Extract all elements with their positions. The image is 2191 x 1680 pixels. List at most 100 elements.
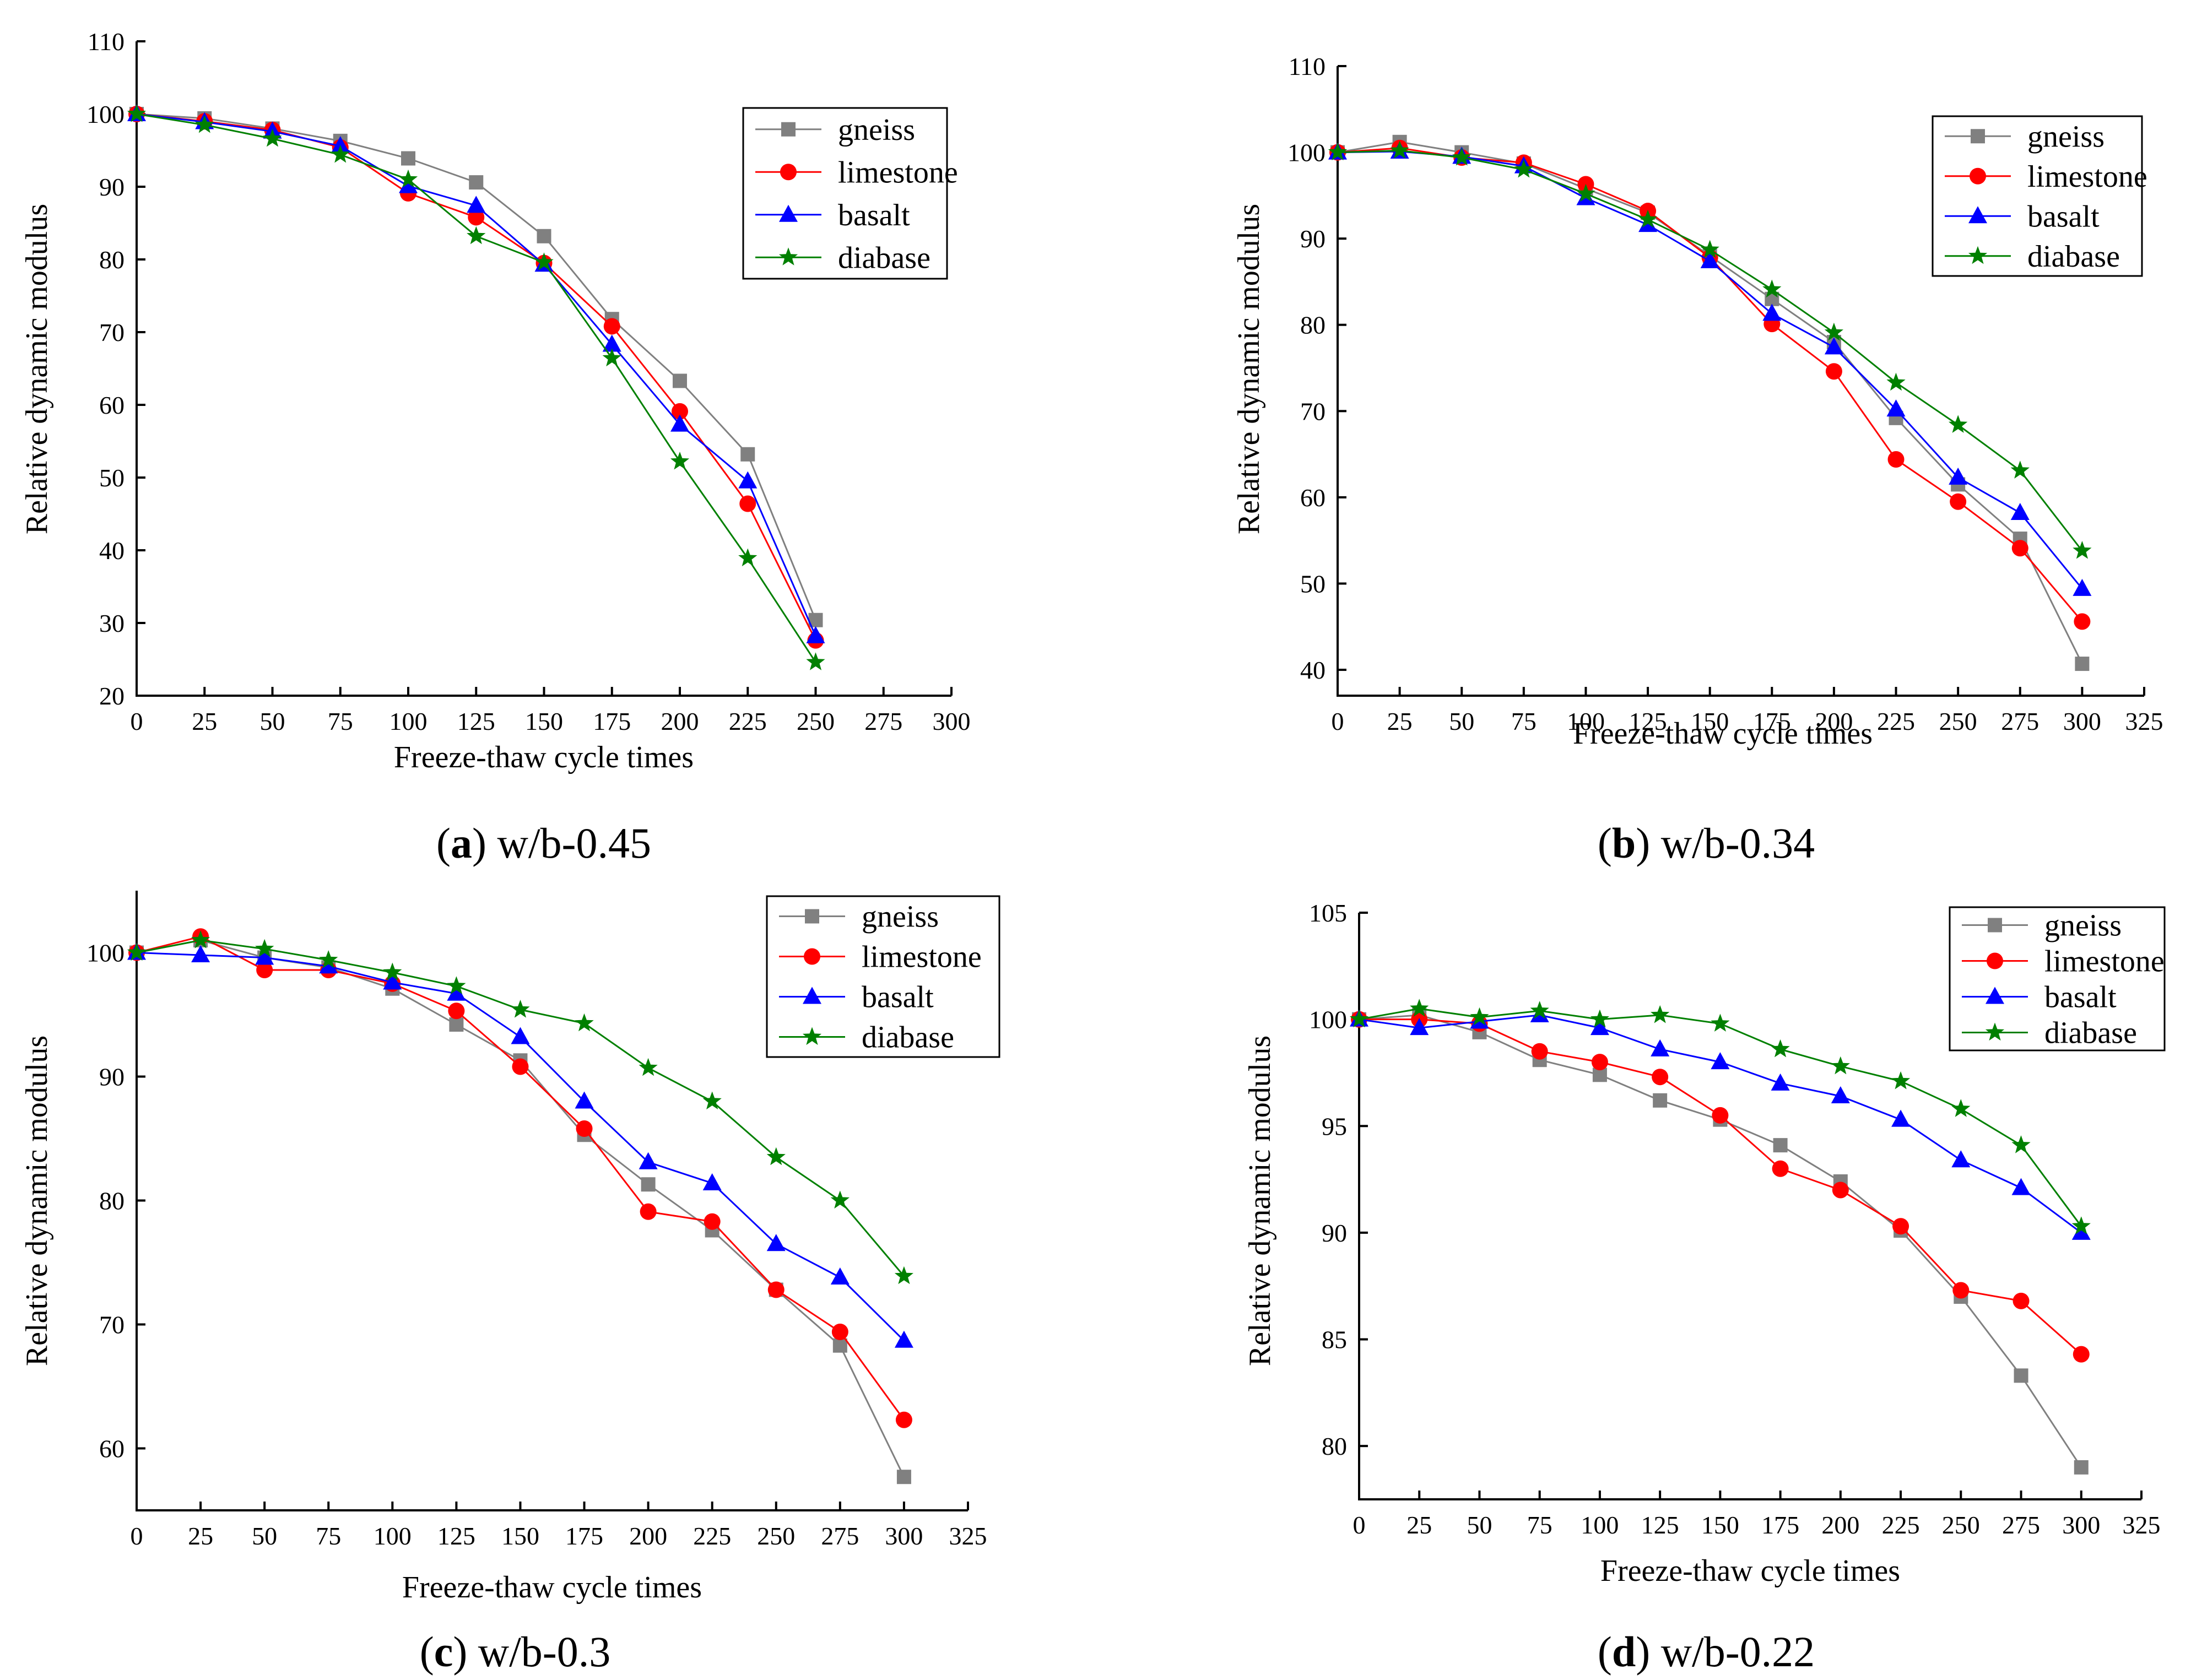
data-point-basalt [702, 1173, 722, 1190]
chart-panel-d: 0 25 50 75 100 125 150 175 200 225 250 275 300 325 80 8… [1243, 899, 2166, 1676]
data-point-limestone [448, 1002, 465, 1020]
legend-marker-diabase [802, 1027, 822, 1045]
series-line-limestone [1359, 1018, 2082, 1355]
y-tick-label: 60 [1300, 484, 1326, 512]
legend-label-diabase: diabase [838, 241, 931, 275]
x-tick-label: 125 [1629, 707, 1667, 735]
data-point-gneiss [641, 1177, 656, 1192]
legend-marker-limestone [1970, 167, 1986, 185]
data-point-basalt [670, 414, 689, 432]
data-point-diabase [702, 1091, 722, 1110]
data-point-limestone [1531, 1043, 1548, 1060]
data-point-limestone [704, 1213, 721, 1230]
legend-marker-gneiss [1971, 129, 1985, 144]
data-point-limestone [1892, 1218, 1909, 1235]
x-tick-label: 0 [1332, 707, 1344, 735]
data-point-basalt [1831, 1086, 1850, 1104]
legend-marker-gneiss [1988, 918, 2002, 933]
data-point-limestone [576, 1120, 593, 1137]
x-axis-title: Freeze-thaw cycle times [1600, 1554, 1900, 1588]
series-basalt [127, 942, 913, 1348]
legend-marker-diabase [1985, 1022, 2005, 1041]
x-tick-label: 0 [1353, 1511, 1366, 1539]
data-point-limestone [256, 962, 273, 978]
data-point-basalt [2010, 503, 2030, 521]
x-tick-label: 0 [131, 707, 143, 735]
y-tick-label: 105 [1309, 899, 1347, 927]
x-axis-title: Freeze-thaw cycle times [1573, 717, 1873, 751]
caption-paren-open: ( [1598, 819, 1612, 867]
data-point-basalt [806, 626, 825, 643]
caption-text: w/b-0.34 [1661, 819, 1815, 867]
data-point-basalt [1951, 1150, 1971, 1168]
data-point-limestone [739, 495, 756, 512]
y-tick-label: 70 [99, 318, 125, 346]
data-point-diabase [1452, 148, 1472, 166]
caption-paren-close: ) [453, 1628, 478, 1676]
data-point-diabase [575, 1013, 594, 1032]
legend-box [742, 107, 948, 280]
x-tick-label: 300 [933, 707, 971, 735]
data-point-limestone [672, 403, 688, 420]
data-point-diabase [1700, 240, 1719, 258]
legend-label-basalt: basalt [2044, 980, 2117, 1015]
x-tick-label: 325 [2125, 707, 2163, 735]
x-tick-label: 300 [2062, 1511, 2100, 1539]
legend-marker-gneiss [805, 909, 819, 924]
legend-marker-diabase [778, 247, 798, 265]
data-point-gneiss [1773, 1138, 1788, 1153]
caption-text: w/b-0.3 [478, 1628, 610, 1676]
data-point-limestone [603, 318, 620, 335]
data-point-diabase [1831, 1056, 1850, 1075]
caption-paren-close: ) [472, 819, 497, 867]
data-point-limestone [468, 209, 485, 226]
y-tick-label: 30 [99, 609, 125, 637]
legend-box [1949, 906, 2166, 1052]
y-tick-label: 110 [88, 28, 125, 56]
data-point-diabase [447, 976, 466, 994]
data-point-basalt [467, 196, 486, 213]
data-point-limestone [767, 1281, 785, 1298]
y-tick-label: 80 [1322, 1432, 1347, 1460]
x-tick-label: 200 [661, 707, 699, 735]
data-point-diabase [2073, 541, 2092, 559]
x-tick-label: 325 [949, 1522, 987, 1550]
x-tick-label: 150 [1701, 1511, 1739, 1539]
y-tick-label: 20 [99, 682, 125, 710]
data-point-limestone [1832, 1182, 1849, 1199]
x-tick-label: 250 [1942, 1511, 1980, 1539]
data-point-basalt [1410, 1018, 1429, 1036]
y-tick-label: 100 [1309, 1006, 1347, 1034]
x-tick-label: 225 [729, 707, 767, 735]
y-tick-label: 80 [1300, 311, 1326, 339]
y-tick-label: 90 [99, 1063, 125, 1091]
legend-marker-basalt [1968, 206, 1987, 224]
legend-marker-basalt [803, 987, 821, 1004]
data-point-diabase [2071, 1216, 2091, 1234]
data-point-diabase [1514, 159, 1533, 178]
data-point-diabase [2011, 1135, 2031, 1153]
y-tick-label: 95 [1322, 1112, 1347, 1140]
legend-label-basalt: basalt [862, 980, 934, 1015]
x-tick-label: 325 [2123, 1511, 2161, 1539]
x-tick-label: 25 [1387, 707, 1413, 735]
legend-box [1932, 115, 2143, 277]
x-tick-label: 175 [1761, 1511, 1799, 1539]
legend-marker-basalt [1986, 987, 2004, 1004]
x-tick-label: 225 [693, 1522, 731, 1550]
y-tick-label: 90 [1322, 1219, 1347, 1247]
y-tick-label: 110 [1289, 52, 1326, 80]
caption-paren-open: ( [420, 1628, 434, 1676]
data-point-basalt [383, 972, 402, 990]
legend-marker-gneiss [781, 122, 796, 137]
data-point-limestone [1772, 1160, 1789, 1177]
panel-caption: (c) w/b-0.3 [420, 1628, 611, 1676]
x-tick-label: 250 [757, 1522, 795, 1550]
data-point-diabase [738, 548, 758, 567]
data-point-basalt [255, 947, 274, 965]
data-point-limestone [1887, 451, 1905, 468]
data-point-diabase [383, 962, 402, 981]
data-point-gneiss [2014, 1368, 2028, 1383]
